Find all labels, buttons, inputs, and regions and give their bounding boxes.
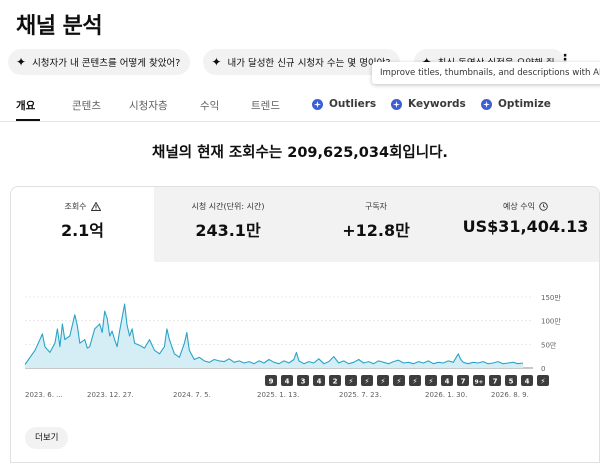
more-button[interactable]: 더보기: [25, 427, 69, 449]
chip-label: 내가 달성한 신규 시청자 수는 몇 명이야?: [227, 58, 391, 69]
metric-value: +12.8만: [342, 221, 410, 240]
svg-text:⚡: ⚡: [413, 378, 418, 386]
metric-views[interactable]: 조회수 2.1억: [11, 187, 154, 262]
sparkle-icon: ✦: [16, 55, 27, 69]
chip-label: 시청자가 내 콘텐츠를 어떻게 찾았어?: [32, 58, 181, 69]
video-marker[interactable]: ⚡: [425, 375, 437, 386]
page-title: 채널 분석: [16, 14, 103, 39]
y-tick-label: 0: [541, 365, 545, 373]
video-marker[interactable]: ⚡: [409, 375, 421, 386]
metric-subscribers[interactable]: 구독자 +12.8만: [302, 187, 450, 262]
tab-audience[interactable]: 시청자층: [129, 98, 168, 113]
svg-text:4: 4: [317, 378, 322, 386]
x-tick-label: 2026. 1. 30.: [425, 391, 467, 399]
metric-value: US$31,404.13: [462, 217, 589, 236]
views-headline: 채널의 현재 조회수는 209,625,034회입니다.: [152, 145, 448, 161]
tab-label: Outliers: [329, 98, 377, 110]
x-tick-label: 2023. 12. 27.: [87, 391, 134, 399]
video-marker[interactable]: 4: [521, 375, 533, 386]
tab-revenue[interactable]: 수익: [200, 98, 219, 113]
x-tick-label: 2025. 7. 23.: [339, 391, 381, 399]
video-marker[interactable]: ⚡: [393, 375, 405, 386]
video-marker[interactable]: ⚡: [537, 375, 549, 386]
ai-sparkle-icon: [391, 98, 402, 110]
series-line: [24, 303, 524, 365]
video-marker[interactable]: 4: [281, 375, 293, 386]
metric-label: 예상 수익: [503, 202, 535, 211]
svg-text:5: 5: [509, 378, 514, 386]
svg-text:9: 9: [269, 378, 274, 386]
chip-traffic-sources[interactable]: ✦ 시청자가 내 콘텐츠를 어떻게 찾았어?: [8, 49, 191, 75]
tab-content[interactable]: 콘텐츠: [72, 98, 101, 113]
svg-text:3: 3: [301, 378, 306, 386]
svg-text:2: 2: [333, 378, 338, 386]
tab-label: Keywords: [408, 98, 466, 110]
metric-watch-time[interactable]: 시청 시간(단위: 시간) 243.1만: [154, 187, 302, 262]
video-marker[interactable]: 9: [265, 375, 277, 386]
svg-text:4: 4: [525, 378, 530, 386]
tab-optimize[interactable]: Optimize: [481, 98, 551, 110]
metric-label: 구독자: [364, 202, 388, 211]
video-marker[interactable]: ⚡: [361, 375, 373, 386]
svg-text:⚡: ⚡: [349, 378, 354, 386]
svg-text:4: 4: [285, 378, 290, 386]
sparkle-icon: ✦: [211, 55, 222, 69]
y-tick-label: 150만: [541, 293, 561, 302]
svg-text:⚡: ⚡: [541, 378, 546, 386]
svg-text:⚡: ⚡: [429, 378, 434, 386]
video-marker[interactable]: 4: [313, 375, 325, 386]
video-marker[interactable]: 7: [489, 375, 501, 386]
ai-sparkle-icon: [481, 98, 492, 110]
x-tick-label: 2023. 6. ...: [25, 391, 63, 399]
views-chart: 150만 100만 50만 0 9 4 3 4 2 ⚡ ⚡ ⚡ ⚡ ⚡ ⚡ 4 7 9+ 7 5 4 ⚡ 2023. 6. …: [24, 293, 561, 399]
analytics-card: 조회수 2.1억 시청 시간(단위: 시간) 243.1만 구독자 +12.8만…: [10, 186, 600, 463]
video-marker[interactable]: 9+: [473, 375, 485, 386]
chip-new-viewers[interactable]: ✦ 내가 달성한 신규 시청자 수는 몇 명이야?: [203, 49, 401, 75]
metric-label: 조회수: [64, 202, 87, 211]
metric-estimated-revenue[interactable]: 예상 수익 US$31,404.13: [450, 187, 599, 262]
y-tick-label: 50만: [541, 340, 557, 349]
tab-label: 개요: [16, 100, 36, 112]
tab-trends[interactable]: 트렌드: [251, 98, 280, 113]
video-marker[interactable]: 4: [441, 375, 453, 386]
x-tick-label: 2026. 8. 9.: [491, 391, 529, 399]
x-tick-label: 2025. 1. 13.: [257, 391, 299, 399]
tab-keywords[interactable]: Keywords: [391, 98, 466, 110]
video-marker[interactable]: ⚡: [345, 375, 357, 386]
video-marker[interactable]: 7: [457, 375, 469, 386]
video-marker[interactable]: 3: [297, 375, 309, 386]
active-tab-indicator: [16, 119, 40, 121]
video-marker[interactable]: 5: [505, 375, 517, 386]
tab-label: 콘텐츠: [72, 100, 101, 112]
video-marker[interactable]: ⚡: [377, 375, 389, 386]
ai-sparkle-icon: [312, 98, 323, 110]
series-area: [25, 304, 523, 368]
metric-label: 시청 시간(단위: 시간): [191, 202, 265, 211]
tooltip: Improve titles, thumbnails, and descript…: [372, 62, 600, 84]
svg-text:⚡: ⚡: [365, 378, 370, 386]
tab-label: 시청자층: [129, 100, 168, 112]
warning-icon: [90, 202, 101, 211]
svg-text:9+: 9+: [475, 380, 484, 386]
metric-value: 2.1억: [60, 221, 105, 240]
metric-tabs: 조회수 2.1억 시청 시간(단위: 시간) 243.1만 구독자 +12.8만…: [11, 187, 599, 262]
tab-overview[interactable]: 개요: [16, 98, 35, 113]
y-tick-label: 100만: [541, 317, 561, 326]
metric-value: 243.1만: [195, 221, 261, 240]
tab-label: Optimize: [498, 98, 551, 110]
svg-text:7: 7: [493, 378, 498, 386]
video-marker[interactable]: 2: [329, 375, 341, 386]
tab-label: 수익: [200, 100, 220, 112]
svg-text:7: 7: [461, 378, 466, 386]
tab-outliers[interactable]: Outliers: [312, 98, 376, 110]
x-tick-label: 2024. 7. 5.: [173, 391, 211, 399]
tab-label: 트렌드: [251, 100, 280, 112]
tab-bar: 개요 콘텐츠 시청자층 수익 트렌드 Outliers Keywords Opt…: [0, 92, 600, 122]
svg-text:⚡: ⚡: [397, 378, 402, 386]
svg-text:4: 4: [445, 378, 450, 386]
clock-icon: [539, 202, 548, 211]
svg-text:⚡: ⚡: [381, 378, 386, 386]
